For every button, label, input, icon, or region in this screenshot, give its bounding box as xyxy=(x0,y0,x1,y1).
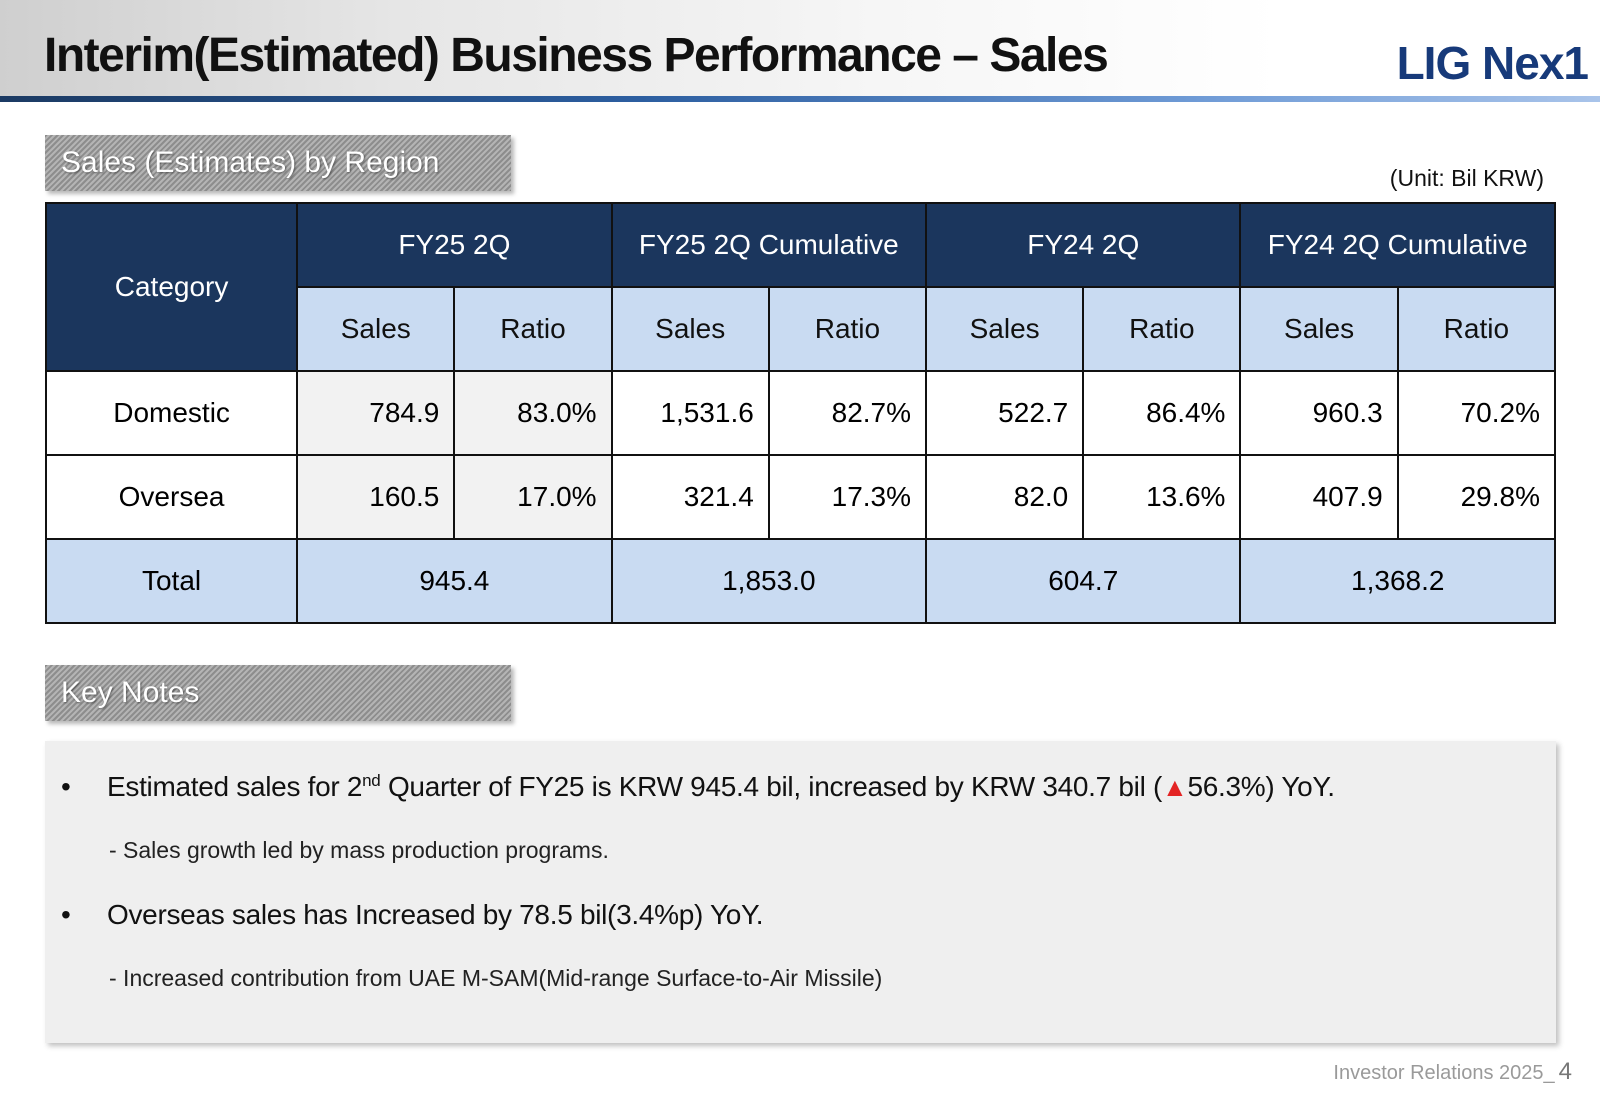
page-number: 4 xyxy=(1558,1058,1572,1085)
sub-header: Sales xyxy=(1239,286,1399,372)
table-row: Domestic 784.9 83.0% 1,531.6 82.7% 522.7… xyxy=(44,370,1557,456)
table-cell: 83.0% xyxy=(453,370,613,456)
bullet-dot-icon: • xyxy=(61,771,71,802)
unit-label: (Unit: Bil KRW) xyxy=(1389,165,1544,191)
footer-text: Investor Relations 2025_ xyxy=(1333,1062,1555,1084)
total-cell: 945.4 xyxy=(296,538,613,624)
up-triangle-icon: ▲ xyxy=(1162,772,1188,802)
table-cell: 86.4% xyxy=(1082,370,1242,456)
table-total-row: Total 945.4 1,853.0 604.7 1,368.2 xyxy=(44,538,1556,624)
note-text: Overseas sales has Increased by 78.5 bil… xyxy=(107,899,764,930)
note-text: 56.3%) YoY. xyxy=(1187,771,1335,802)
table-cell: 784.9 xyxy=(296,370,456,456)
table-row: Oversea 160.5 17.0% 321.4 17.3% 82.0 13.… xyxy=(44,454,1557,540)
category-header: Category xyxy=(44,202,299,372)
note-sub-1: - Sales growth led by mass production pr… xyxy=(109,837,609,863)
table-cell: 960.3 xyxy=(1239,370,1399,456)
period-header: FY24 2Q xyxy=(925,202,1242,288)
row-category: Domestic xyxy=(44,370,299,456)
table-cell: 1,531.6 xyxy=(610,370,770,456)
sub-header: Ratio xyxy=(453,286,613,372)
footer: Investor Relations 2025_ 4 xyxy=(1333,1058,1572,1086)
sales-by-region-table: Category FY25 2Q FY25 2Q Cumulative FY24… xyxy=(44,202,1557,624)
total-cell: 1,368.2 xyxy=(1239,538,1556,624)
note-text: Quarter of FY25 is KRW 945.4 bil, increa… xyxy=(380,771,1163,802)
section-label-region: Sales (Estimates) by Region xyxy=(45,135,511,191)
table-cell: 70.2% xyxy=(1396,370,1557,456)
sub-header: Sales xyxy=(925,286,1085,372)
table-cell: 82.7% xyxy=(767,370,928,456)
table-subheader-row: Sales Ratio Sales Ratio Sales Ratio Sale… xyxy=(46,286,1557,372)
bullet-dot-icon: • xyxy=(61,899,71,930)
header-bar xyxy=(0,0,1600,100)
table-cell: 17.3% xyxy=(767,454,928,540)
note-text: Estimated sales for 2 xyxy=(107,771,363,802)
note-bullet-1: • Estimated sales for 2nd Quarter of FY25… xyxy=(61,771,1335,803)
sub-header: Sales xyxy=(610,286,770,372)
total-cell: 1,853.0 xyxy=(610,538,928,624)
table-header-row: Category FY25 2Q FY25 2Q Cumulative FY24… xyxy=(44,202,1556,372)
table-cell: 13.6% xyxy=(1082,454,1242,540)
table-cell: 321.4 xyxy=(610,454,770,540)
company-logo: LIG Nex1 xyxy=(1396,37,1589,89)
sub-header: Ratio xyxy=(767,286,928,372)
table-cell: 160.5 xyxy=(296,454,456,540)
note-sub-2: - Increased contribution from UAE M-SAM(… xyxy=(109,965,883,991)
page-title: Interim(Estimated) Business Performance … xyxy=(44,29,1109,82)
sub-header: Ratio xyxy=(1082,286,1242,372)
period-header: FY24 2Q Cumulative xyxy=(1239,202,1556,288)
total-label: Total xyxy=(44,538,299,624)
note-bullet-2: • Overseas sales has Increased by 78.5 bi… xyxy=(61,899,764,931)
table-cell: 407.9 xyxy=(1239,454,1399,540)
period-header: FY25 2Q Cumulative xyxy=(610,202,928,288)
total-cell: 604.7 xyxy=(925,538,1242,624)
section-label-key-notes: Key Notes xyxy=(45,665,511,721)
table-cell: 522.7 xyxy=(925,370,1085,456)
table-cell: 17.0% xyxy=(453,454,613,540)
table-cell: 82.0 xyxy=(925,454,1085,540)
period-header: FY25 2Q xyxy=(296,202,613,288)
sub-header: Sales xyxy=(296,286,456,372)
key-notes-box: • Estimated sales for 2nd Quarter of FY25… xyxy=(45,741,1556,1043)
table-cell: 29.8% xyxy=(1396,454,1557,540)
row-category: Oversea xyxy=(44,454,299,540)
header-divider xyxy=(0,96,1600,102)
sub-header: Ratio xyxy=(1396,286,1557,372)
note-superscript: nd xyxy=(362,771,381,790)
